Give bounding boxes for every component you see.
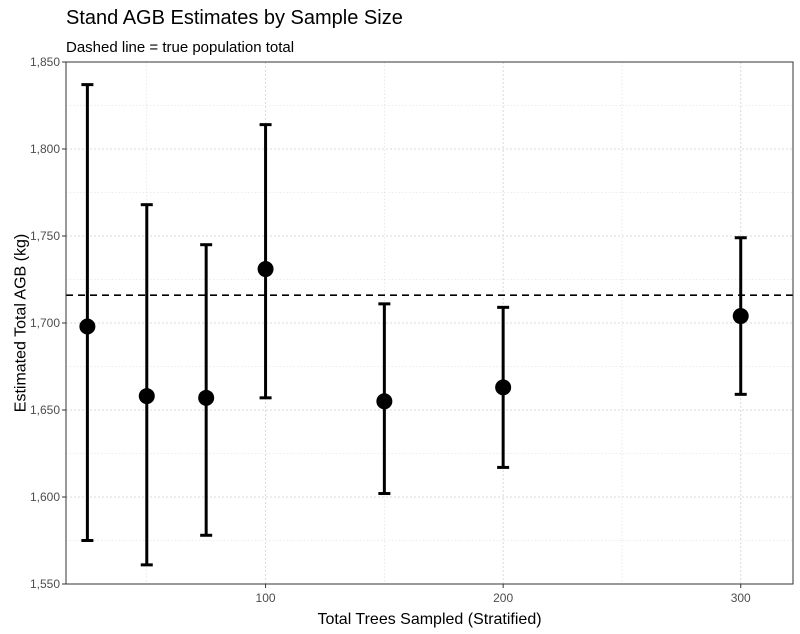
x-tick-label: 200 <box>493 591 513 605</box>
y-tick-label: 1,600 <box>30 490 60 504</box>
estimate-point <box>732 308 749 325</box>
major-gridlines <box>66 61 793 585</box>
y-tick-label: 1,750 <box>30 229 60 243</box>
estimate-point <box>138 388 155 405</box>
y-tick-label: 1,850 <box>30 55 60 69</box>
chart-title: Stand AGB Estimates by Sample Size <box>66 7 403 29</box>
x-axis: 100 200 300 <box>256 584 751 605</box>
y-tick-label: 1,800 <box>30 142 60 156</box>
error-bars <box>81 83 747 567</box>
x-axis-title: Total Trees Sampled (Stratified) <box>317 611 541 628</box>
y-axis-title: Estimated Total AGB (kg) <box>13 234 30 412</box>
y-tick-label: 1,700 <box>30 316 60 330</box>
y-tick-label: 1,650 <box>30 403 60 417</box>
estimate-point <box>79 318 96 335</box>
estimate-point <box>257 261 274 278</box>
estimate-point <box>198 389 215 406</box>
chart-subtitle: Dashed line = true population total <box>66 39 294 56</box>
x-tick-label: 100 <box>256 591 276 605</box>
x-tick-label: 300 <box>731 591 751 605</box>
y-tick-label: 1,550 <box>30 577 60 591</box>
estimate-point <box>495 379 512 396</box>
y-axis: 1,550 1,600 1,650 1,700 1,750 1,800 1,850 <box>30 55 66 591</box>
data-points <box>79 261 749 410</box>
estimate-point <box>376 393 393 410</box>
